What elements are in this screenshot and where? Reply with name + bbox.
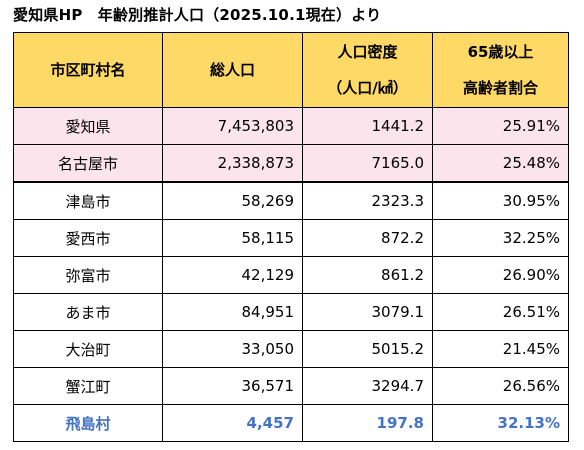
- cell-population: 7,453,803: [162, 107, 303, 145]
- cell-name: 愛知県: [13, 107, 163, 145]
- cell-population: 36,571: [162, 367, 303, 405]
- cell-elderly: 25.48%: [432, 144, 569, 183]
- cell-population: 42,129: [162, 256, 303, 294]
- header-density-line2: （人口/㎢）: [327, 79, 408, 97]
- cell-population: 58,269: [162, 181, 303, 220]
- header-elderly-ratio: 65歳以上 高齢者割合: [432, 32, 569, 108]
- cell-density: 5015.2: [302, 330, 433, 368]
- table-row: あま市 84,951 3079.1 26.51%: [13, 293, 569, 331]
- table-header-row: 市区町村名 総人口 人口密度 （人口/㎢） 65歳以上 高齢者割合: [13, 32, 569, 108]
- cell-name: あま市: [13, 293, 163, 331]
- cell-elderly: 21.45%: [432, 330, 569, 368]
- cell-elderly: 32.13%: [432, 404, 569, 442]
- table-row: 津島市 58,269 2323.3 30.95%: [13, 181, 569, 220]
- header-density: 人口密度 （人口/㎢）: [302, 32, 433, 108]
- cell-density: 1441.2: [302, 107, 433, 145]
- cell-density: 7165.0: [302, 144, 433, 183]
- header-density-line1: 人口密度: [337, 43, 398, 61]
- table-row: 愛西市 58,115 872.2 32.25%: [13, 219, 569, 257]
- cell-name: 名古屋市: [13, 144, 163, 183]
- cell-population: 33,050: [162, 330, 303, 368]
- cell-name: 飛島村: [13, 404, 163, 442]
- table-row: 名古屋市 2,338,873 7165.0 25.48%: [13, 144, 569, 183]
- header-elderly-line1: 65歳以上: [467, 43, 534, 61]
- page-title: 愛知県HP 年齢別推計人口（2025.10.1現在）より: [13, 6, 382, 24]
- cell-population: 84,951: [162, 293, 303, 331]
- cell-name: 愛西市: [13, 219, 163, 257]
- cell-elderly: 30.95%: [432, 181, 569, 220]
- table-row: 弥富市 42,129 861.2 26.90%: [13, 256, 569, 294]
- table-row: 愛知県 7,453,803 1441.2 25.91%: [13, 107, 569, 145]
- cell-name: 津島市: [13, 181, 163, 220]
- cell-elderly: 32.25%: [432, 219, 569, 257]
- header-total-population: 総人口: [162, 32, 303, 108]
- header-municipality: 市区町村名: [13, 32, 163, 108]
- cell-name: 大治町: [13, 330, 163, 368]
- cell-density: 861.2: [302, 256, 433, 294]
- cell-density: 3294.7: [302, 367, 433, 405]
- cell-elderly: 25.91%: [432, 107, 569, 145]
- table-row-highlighted: 飛島村 4,457 197.8 32.13%: [13, 404, 569, 442]
- cell-population: 4,457: [162, 404, 303, 442]
- cell-elderly: 26.90%: [432, 256, 569, 294]
- population-table: 市区町村名 総人口 人口密度 （人口/㎢） 65歳以上 高齢者割合 愛知県 7,…: [13, 32, 569, 442]
- header-elderly-line2: 高齢者割合: [462, 79, 538, 97]
- table-row: 蟹江町 36,571 3294.7 26.56%: [13, 367, 569, 405]
- cell-density: 3079.1: [302, 293, 433, 331]
- cell-density: 197.8: [302, 404, 433, 442]
- cell-density: 2323.3: [302, 181, 433, 220]
- cell-population: 2,338,873: [162, 144, 303, 183]
- cell-name: 弥富市: [13, 256, 163, 294]
- cell-elderly: 26.56%: [432, 367, 569, 405]
- cell-elderly: 26.51%: [432, 293, 569, 331]
- cell-density: 872.2: [302, 219, 433, 257]
- cell-population: 58,115: [162, 219, 303, 257]
- table-row: 大治町 33,050 5015.2 21.45%: [13, 330, 569, 368]
- cell-name: 蟹江町: [13, 367, 163, 405]
